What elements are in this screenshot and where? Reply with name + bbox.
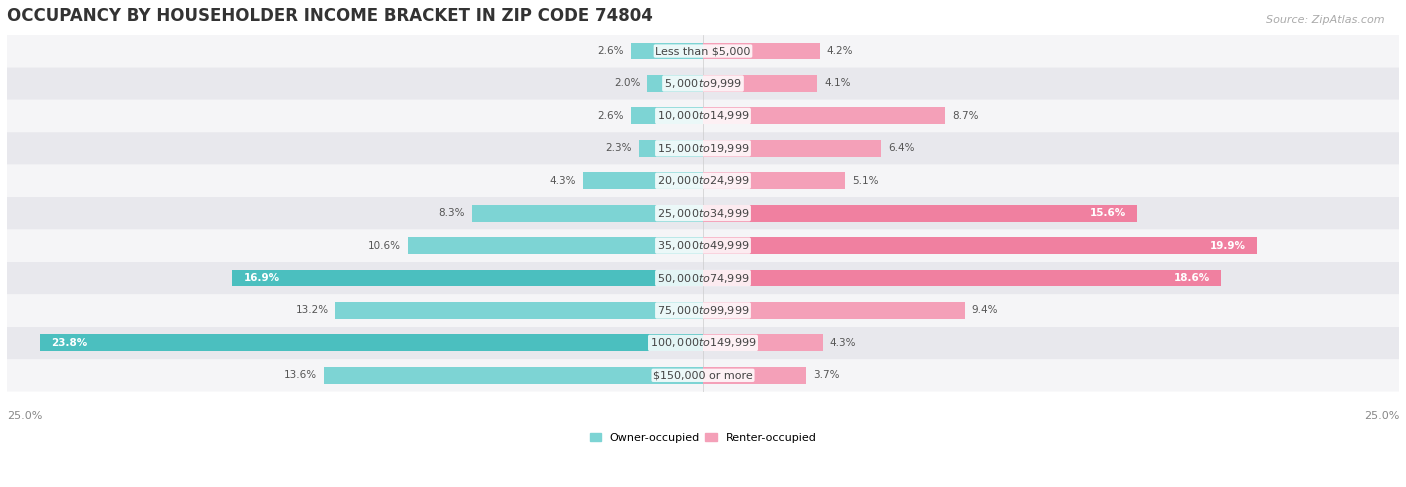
FancyBboxPatch shape [7, 197, 1399, 229]
Text: 4.2%: 4.2% [827, 46, 853, 56]
Bar [703, 367, 806, 384]
Bar [703, 302, 965, 319]
Text: Less than $5,000: Less than $5,000 [655, 46, 751, 56]
Text: $100,000 to $149,999: $100,000 to $149,999 [650, 337, 756, 349]
FancyBboxPatch shape [7, 100, 1399, 132]
Text: $50,000 to $74,999: $50,000 to $74,999 [657, 272, 749, 284]
FancyBboxPatch shape [7, 35, 1399, 67]
FancyBboxPatch shape [7, 294, 1399, 327]
Text: 4.1%: 4.1% [824, 78, 851, 89]
Text: 18.6%: 18.6% [1174, 273, 1209, 283]
Bar [703, 140, 882, 157]
Bar [703, 43, 820, 59]
Text: 13.6%: 13.6% [284, 370, 318, 380]
Text: 2.3%: 2.3% [606, 143, 633, 153]
Text: 9.4%: 9.4% [972, 305, 998, 316]
Bar [472, 205, 703, 222]
Text: 2.6%: 2.6% [598, 111, 624, 121]
Bar [703, 205, 1137, 222]
Legend: Owner-occupied, Renter-occupied: Owner-occupied, Renter-occupied [589, 433, 817, 443]
Text: 16.9%: 16.9% [243, 273, 280, 283]
Bar [638, 140, 703, 157]
Text: 13.2%: 13.2% [295, 305, 329, 316]
Text: 25.0%: 25.0% [7, 411, 42, 421]
Text: 4.3%: 4.3% [830, 338, 856, 348]
Bar [703, 270, 1220, 286]
Text: $75,000 to $99,999: $75,000 to $99,999 [657, 304, 749, 317]
Text: 19.9%: 19.9% [1211, 241, 1246, 251]
Text: 2.6%: 2.6% [598, 46, 624, 56]
Text: $35,000 to $49,999: $35,000 to $49,999 [657, 239, 749, 252]
Bar [703, 335, 823, 351]
Text: 15.6%: 15.6% [1090, 208, 1126, 218]
Text: $5,000 to $9,999: $5,000 to $9,999 [664, 77, 742, 90]
Text: $10,000 to $14,999: $10,000 to $14,999 [657, 110, 749, 122]
Text: 3.7%: 3.7% [813, 370, 839, 380]
Text: 6.4%: 6.4% [889, 143, 915, 153]
Text: 25.0%: 25.0% [1364, 411, 1399, 421]
Bar [703, 172, 845, 189]
Bar [41, 335, 703, 351]
Bar [583, 172, 703, 189]
Bar [325, 367, 703, 384]
Text: $150,000 or more: $150,000 or more [654, 370, 752, 380]
Text: Source: ZipAtlas.com: Source: ZipAtlas.com [1267, 15, 1385, 25]
FancyBboxPatch shape [7, 229, 1399, 262]
Text: 8.7%: 8.7% [952, 111, 979, 121]
FancyBboxPatch shape [7, 359, 1399, 392]
Text: 8.3%: 8.3% [439, 208, 465, 218]
Bar [631, 43, 703, 59]
Text: $15,000 to $19,999: $15,000 to $19,999 [657, 142, 749, 155]
Bar [703, 75, 817, 92]
FancyBboxPatch shape [7, 132, 1399, 165]
Text: 10.6%: 10.6% [368, 241, 401, 251]
Bar [703, 108, 945, 124]
Text: OCCUPANCY BY HOUSEHOLDER INCOME BRACKET IN ZIP CODE 74804: OCCUPANCY BY HOUSEHOLDER INCOME BRACKET … [7, 7, 652, 25]
FancyBboxPatch shape [7, 165, 1399, 197]
Text: 5.1%: 5.1% [852, 176, 879, 186]
Bar [336, 302, 703, 319]
Text: $20,000 to $24,999: $20,000 to $24,999 [657, 174, 749, 187]
FancyBboxPatch shape [7, 262, 1399, 294]
Bar [408, 237, 703, 254]
Bar [631, 108, 703, 124]
Text: $25,000 to $34,999: $25,000 to $34,999 [657, 206, 749, 220]
FancyBboxPatch shape [7, 67, 1399, 100]
Bar [703, 237, 1257, 254]
Text: 4.3%: 4.3% [550, 176, 576, 186]
FancyBboxPatch shape [7, 327, 1399, 359]
Text: 2.0%: 2.0% [614, 78, 640, 89]
Bar [232, 270, 703, 286]
Text: 23.8%: 23.8% [52, 338, 87, 348]
Bar [647, 75, 703, 92]
